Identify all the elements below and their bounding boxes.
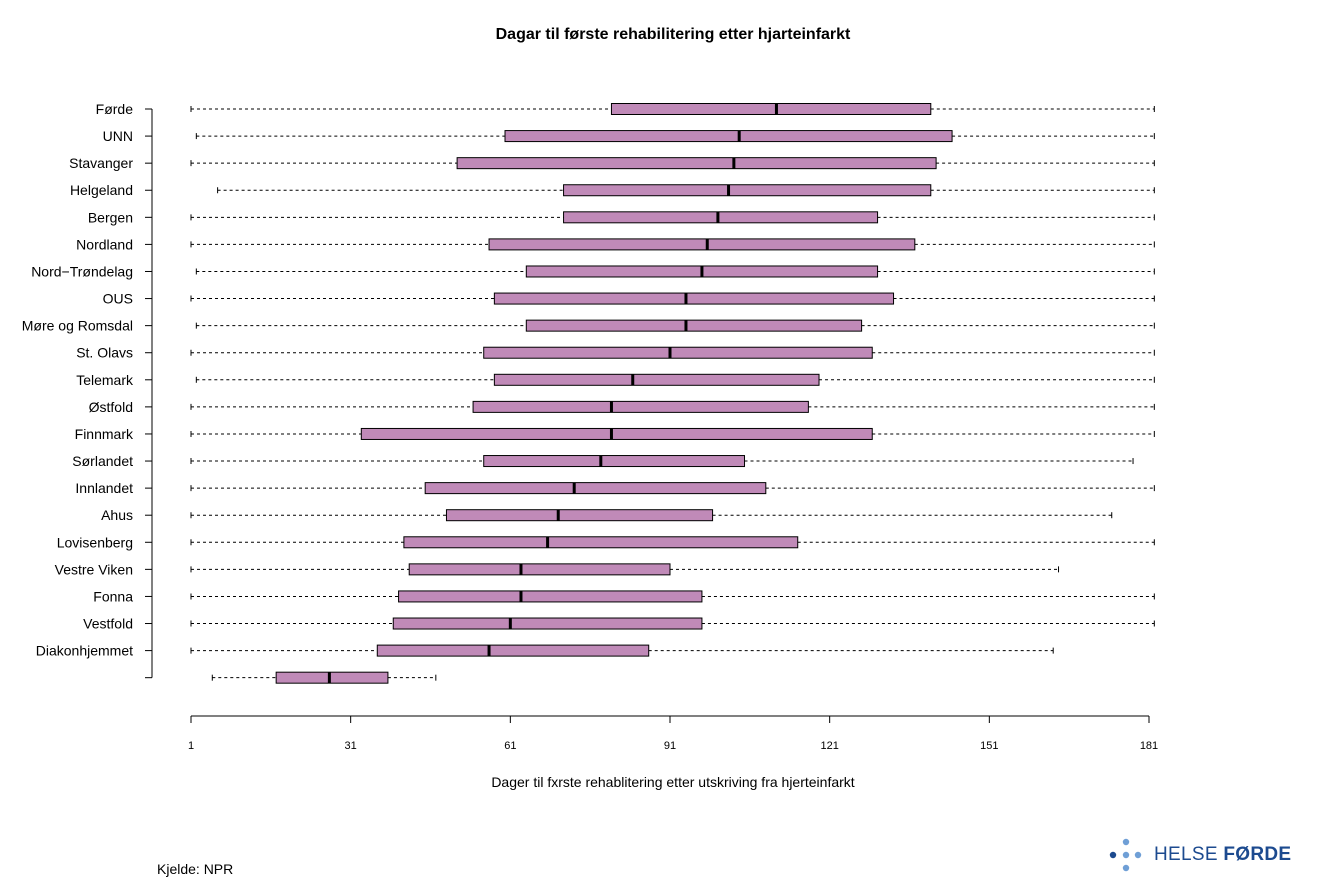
box-row bbox=[195, 319, 1155, 332]
iqr-box bbox=[398, 590, 703, 603]
category-label: Bergen bbox=[88, 209, 133, 225]
iqr-box bbox=[504, 130, 953, 143]
category-label: Stavanger bbox=[69, 155, 133, 171]
category-label: Vestfold bbox=[83, 616, 133, 632]
box-row bbox=[190, 590, 1155, 603]
iqr-box bbox=[445, 509, 714, 522]
box-row bbox=[190, 482, 1155, 495]
box-row bbox=[190, 292, 1155, 305]
box-row bbox=[195, 130, 1155, 143]
box-row bbox=[190, 536, 1155, 549]
logo-dots-icon bbox=[1109, 838, 1142, 872]
iqr-box bbox=[360, 427, 873, 440]
box-row bbox=[195, 265, 1155, 278]
iqr-box bbox=[563, 211, 879, 224]
box-group bbox=[190, 103, 1155, 684]
y-axis: Førde UNN Stavanger Helgeland Bergen Nordland… bbox=[22, 101, 153, 679]
category-label: Nordland bbox=[76, 236, 133, 252]
iqr-box bbox=[493, 292, 895, 305]
iqr-box bbox=[488, 238, 916, 251]
logo-word-1: HELSE bbox=[1154, 844, 1224, 865]
logo-word-2: FØRDE bbox=[1223, 844, 1292, 865]
iqr-box bbox=[424, 482, 767, 495]
category-label: Sørlandet bbox=[72, 453, 133, 469]
x-axis: 1 31 61 91 121 151 181 bbox=[188, 715, 1158, 752]
iqr-box bbox=[525, 319, 863, 332]
helse-forde-logo: HELSE FØRDE bbox=[1108, 838, 1291, 874]
box-row bbox=[190, 211, 1155, 224]
iqr-box bbox=[376, 644, 650, 657]
category-label: Diakonhjemmet bbox=[36, 643, 133, 659]
category-label: Førde bbox=[96, 101, 134, 117]
iqr-box bbox=[456, 157, 937, 170]
x-tick-label: 31 bbox=[345, 740, 357, 752]
x-tick-label: 61 bbox=[504, 740, 516, 752]
category-label: Nord−Trøndelag bbox=[31, 263, 133, 279]
source-note: Kjelde: NPR bbox=[157, 861, 234, 877]
category-label: Møre og Romsdal bbox=[22, 318, 133, 334]
x-axis-label: Dager til fxrste rehablitering etter uts… bbox=[491, 774, 854, 790]
category-label: Ahus bbox=[101, 507, 133, 523]
box-row bbox=[190, 400, 1155, 413]
category-label: Telemark bbox=[76, 372, 134, 388]
iqr-box bbox=[275, 671, 389, 684]
iqr-box bbox=[610, 103, 932, 115]
iqr-box bbox=[408, 563, 671, 576]
x-tick-label: 91 bbox=[664, 740, 676, 752]
category-label: Innlandet bbox=[75, 480, 133, 496]
box-row bbox=[190, 346, 1155, 359]
x-tick-label: 151 bbox=[980, 740, 998, 752]
category-label: Helgeland bbox=[70, 182, 133, 198]
box-row bbox=[190, 563, 1060, 576]
iqr-box bbox=[392, 617, 703, 630]
box-row bbox=[190, 427, 1155, 440]
category-label: Finnmark bbox=[75, 426, 134, 442]
logo-text: HELSE FØRDE bbox=[1154, 844, 1291, 866]
chart-title: Dagar til første rehabilitering etter hj… bbox=[496, 26, 851, 43]
box-row bbox=[190, 238, 1155, 251]
box-row bbox=[190, 157, 1155, 170]
box-row bbox=[217, 184, 1155, 197]
iqr-box bbox=[403, 536, 799, 549]
category-label: OUS bbox=[103, 291, 133, 307]
category-label: Østfold bbox=[89, 399, 133, 415]
iqr-box bbox=[483, 455, 746, 468]
iqr-box bbox=[493, 373, 820, 386]
category-label: St. Olavs bbox=[76, 345, 133, 361]
category-label: Fonna bbox=[93, 588, 133, 604]
iqr-box bbox=[483, 346, 873, 359]
x-tick-label: 121 bbox=[820, 740, 838, 752]
box-row bbox=[190, 617, 1155, 630]
iqr-box bbox=[563, 184, 932, 197]
x-tick-label: 181 bbox=[1140, 740, 1158, 752]
box-row bbox=[195, 373, 1155, 386]
category-label: Lovisenberg bbox=[57, 534, 133, 550]
box-row bbox=[190, 509, 1113, 522]
x-tick-label: 1 bbox=[188, 740, 194, 752]
box-row bbox=[190, 455, 1134, 468]
box-row bbox=[190, 103, 1155, 115]
box-row bbox=[190, 644, 1054, 657]
category-label: UNN bbox=[103, 128, 133, 144]
category-label: Vestre Viken bbox=[55, 561, 133, 577]
iqr-box bbox=[472, 400, 809, 413]
box-row bbox=[211, 671, 437, 684]
